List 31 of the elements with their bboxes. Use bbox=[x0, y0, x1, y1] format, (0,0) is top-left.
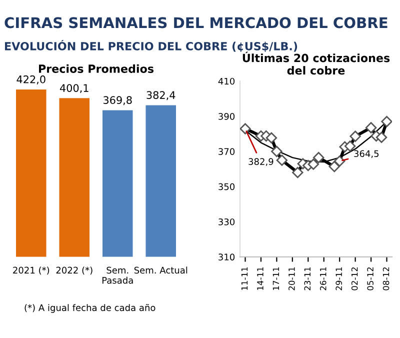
x-tick-label: 26-11 bbox=[320, 267, 326, 290]
y-tick-label: 390 bbox=[218, 113, 235, 120]
y-tick-label: 330 bbox=[218, 218, 235, 226]
text: EVOLUCIÓN DEL PRECIO DEL COBRE (¢US$/LB.) bbox=[5, 40, 298, 52]
y-tick-label: 370 bbox=[218, 148, 235, 155]
annotation: 364,5 bbox=[354, 150, 379, 158]
x-tick-label: 23-11 bbox=[304, 267, 311, 290]
data-label: 422,0 bbox=[16, 75, 46, 84]
x-tick-label: 02-12 bbox=[351, 267, 358, 290]
y-tick-label: 410 bbox=[218, 78, 235, 85]
x-tick-label: 2022 (*) bbox=[56, 266, 92, 275]
text: (*) A igual fecha de cada año bbox=[24, 304, 156, 313]
x-tick-label: 17-11 bbox=[272, 267, 279, 290]
data-label: 369,8 bbox=[104, 96, 132, 106]
x-tick-label: 29-11 bbox=[336, 267, 342, 290]
chart-title: Últimas 20 cotizaciones del cobre bbox=[242, 52, 390, 75]
text: CIFRAS SEMANALES DEL MERCADO DEL COBRE bbox=[4, 17, 388, 28]
x-tick-label: 2021 (*) bbox=[13, 266, 50, 275]
x-tick-label: 08-12 bbox=[382, 267, 390, 290]
x-tick-label: 20-11 bbox=[288, 267, 295, 290]
y-tick-label: 310 bbox=[218, 254, 235, 260]
x-tick-label: 05-12 bbox=[367, 267, 374, 290]
x-tick-label: Sem. Pasada bbox=[102, 266, 133, 284]
x-tick-label: 11-11 bbox=[241, 267, 248, 290]
data-label: 400,1 bbox=[60, 84, 88, 94]
data-label: 382,4 bbox=[146, 91, 176, 100]
chart-title: Precios Promedios bbox=[38, 64, 154, 73]
x-tick-label: 14-11 bbox=[257, 267, 264, 290]
y-tick-label: 350 bbox=[218, 183, 235, 190]
annotation: 382,9 bbox=[248, 158, 274, 166]
x-tick-label: Sem. Actual bbox=[134, 266, 188, 274]
